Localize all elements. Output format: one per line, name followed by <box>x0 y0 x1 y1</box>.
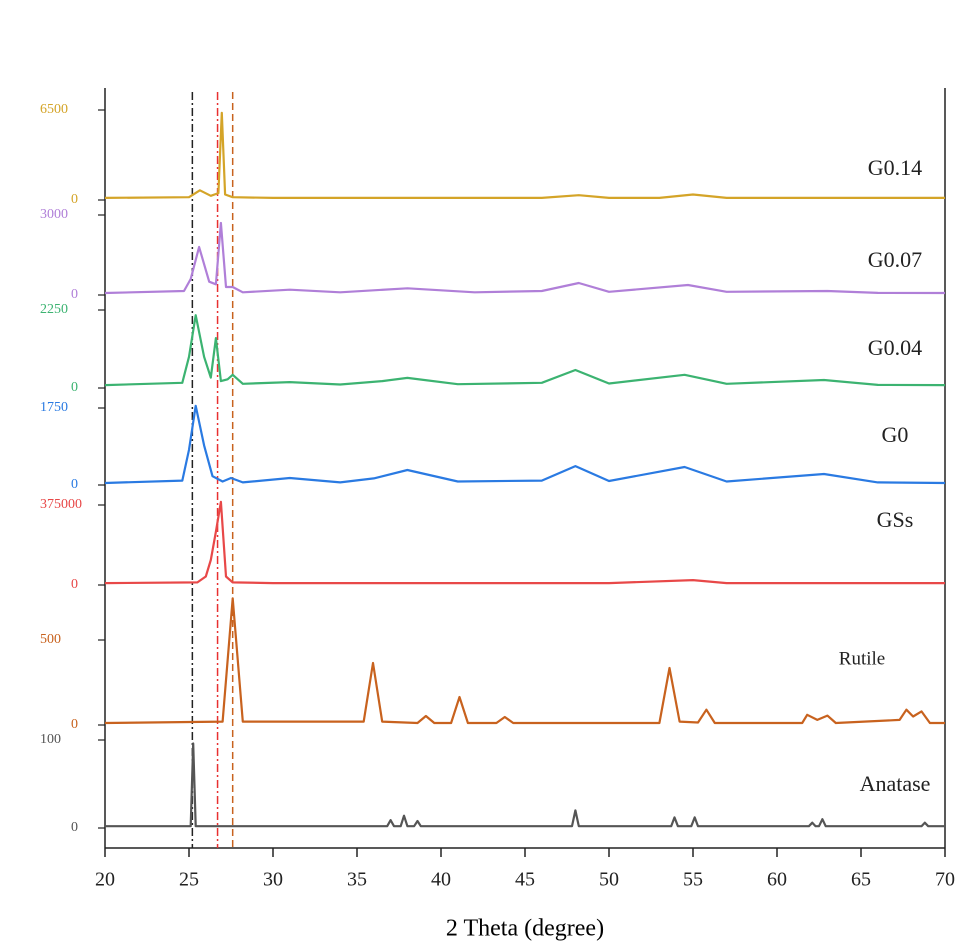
series-name: Anatase <box>860 771 931 796</box>
series-line <box>104 404 946 485</box>
series-name: G0 <box>882 422 909 447</box>
y-tick-label: 0 <box>71 192 78 207</box>
series-name: G0.07 <box>868 247 922 272</box>
y-tick-label: 1750 <box>40 400 68 415</box>
x-tick-label: 65 <box>851 869 871 891</box>
x-axis-label: 2 Theta (degree) <box>446 916 604 942</box>
x-tick-label: 20 <box>95 869 115 891</box>
series-name: G0.04 <box>868 335 922 360</box>
x-tick-label: 30 <box>263 869 283 891</box>
series-line <box>104 221 946 295</box>
x-tick-label: 50 <box>599 869 619 891</box>
series-name: Rutile <box>839 648 885 669</box>
series-name: G0.14 <box>868 155 922 180</box>
series-line <box>104 500 945 585</box>
series-line <box>104 597 945 725</box>
y-tick-label: 375000 <box>40 497 82 512</box>
y-tick-label: 500 <box>40 632 61 647</box>
x-tick-label: 55 <box>683 869 703 891</box>
series-name: GSs <box>877 507 914 532</box>
series-line <box>104 314 946 387</box>
x-tick-label: 25 <box>179 869 199 891</box>
y-tick-label: 0 <box>71 380 78 395</box>
y-tick-label: 2250 <box>40 302 68 317</box>
y-tick-label: 0 <box>71 477 78 492</box>
y-tick-label: 0 <box>71 577 78 592</box>
x-tick-label: 35 <box>347 869 367 891</box>
x-tick-label: 40 <box>431 869 451 891</box>
y-tick-label: 3000 <box>40 207 68 222</box>
series-line <box>104 111 945 199</box>
x-tick-label: 45 <box>515 869 535 891</box>
y-tick-label: 6500 <box>40 102 68 117</box>
y-tick-label: 100 <box>40 732 61 747</box>
y-tick-label: 0 <box>71 717 78 732</box>
x-tick-label: 60 <box>767 869 787 891</box>
y-tick-label: 0 <box>71 820 78 835</box>
x-tick-label: 70 <box>935 869 955 891</box>
series-line <box>105 742 945 828</box>
y-tick-label: 0 <box>71 287 78 302</box>
